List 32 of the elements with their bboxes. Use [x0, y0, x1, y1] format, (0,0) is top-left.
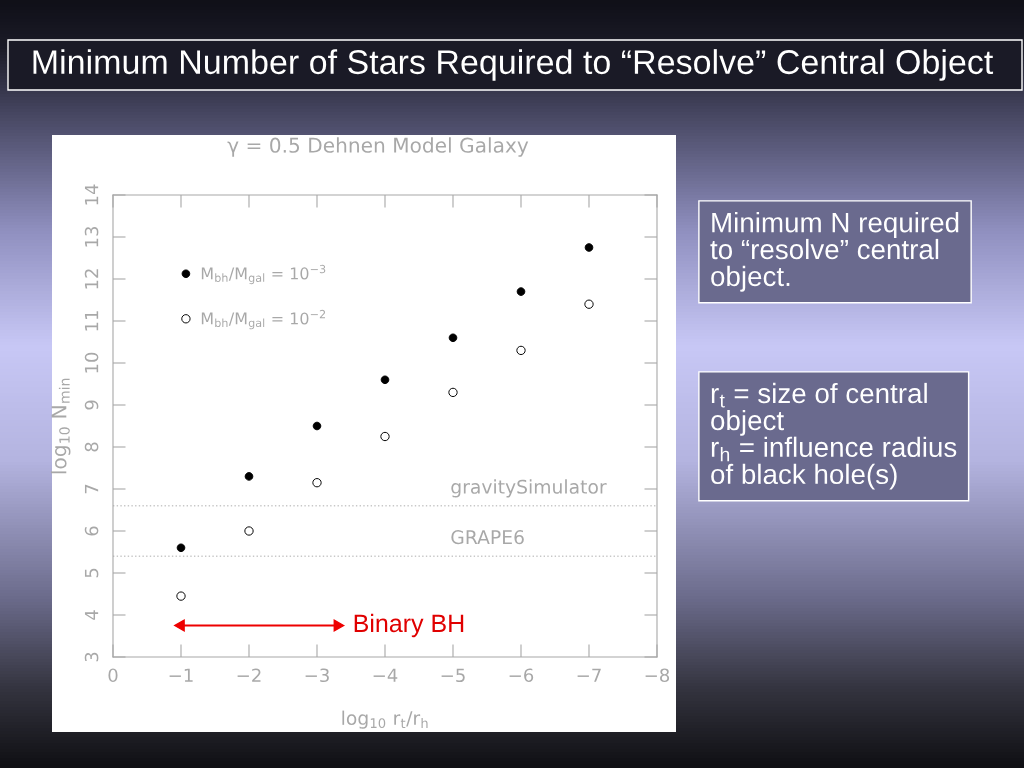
text: r$_{t}$ = size of central object r$_{h}$ = influence radius of black hole(s) [711, 382, 957, 490]
x-tick-label: −8 [645, 668, 670, 683]
ref-line-label: GRAPE6 [451, 530, 524, 545]
y-tick-label: 12 [84, 269, 99, 289]
y-tick-label: 9 [84, 400, 99, 410]
x-tick-label: −2 [237, 668, 261, 682]
x-tick-label: −4 [373, 668, 398, 682]
x-axis-title: log$_{10}$ r$_{t}$/r$_{h}$ [342, 710, 428, 729]
text: Minimum N required to “resolve” central object. [710, 212, 959, 292]
x-tick-label: −3 [305, 668, 329, 683]
y-axis-title: log$_{10}$ N$_{min}$ [50, 378, 71, 474]
y-tick-label: 5 [84, 568, 99, 578]
y-tick-label: 14 [84, 184, 99, 205]
y-tick-label: 13 [84, 226, 99, 247]
y-tick-label: 3 [84, 652, 99, 662]
x-tick-label: −1 [169, 668, 193, 682]
legend-label: M$_{bh}$/M$_{gal}$ = 10$^{−2}$ [201, 309, 326, 330]
x-tick-label: 0 [108, 668, 118, 683]
y-tick-label: 7 [84, 484, 99, 494]
chart-subtitle: γ = 0.5 Dehnen Model Galaxy [227, 137, 529, 157]
ref-line-label: gravitySimulator [451, 479, 607, 498]
y-tick-label: 4 [84, 610, 99, 620]
y-tick-label: 11 [84, 311, 99, 331]
legend-label: M$_{bh}$/M$_{gal}$ = 10$^{−3}$ [201, 264, 326, 285]
x-tick-label: −7 [577, 668, 601, 682]
y-tick-label: 10 [84, 352, 99, 373]
x-tick-label: −5 [441, 668, 465, 683]
x-tick-label: −6 [509, 668, 534, 683]
y-tick-label: 6 [84, 526, 99, 536]
annotation: Binary BH [354, 613, 464, 638]
chart-title: Minimum Number of Stars Required to “Resolve” Central Object [33, 49, 994, 81]
y-tick-label: 8 [84, 442, 99, 452]
